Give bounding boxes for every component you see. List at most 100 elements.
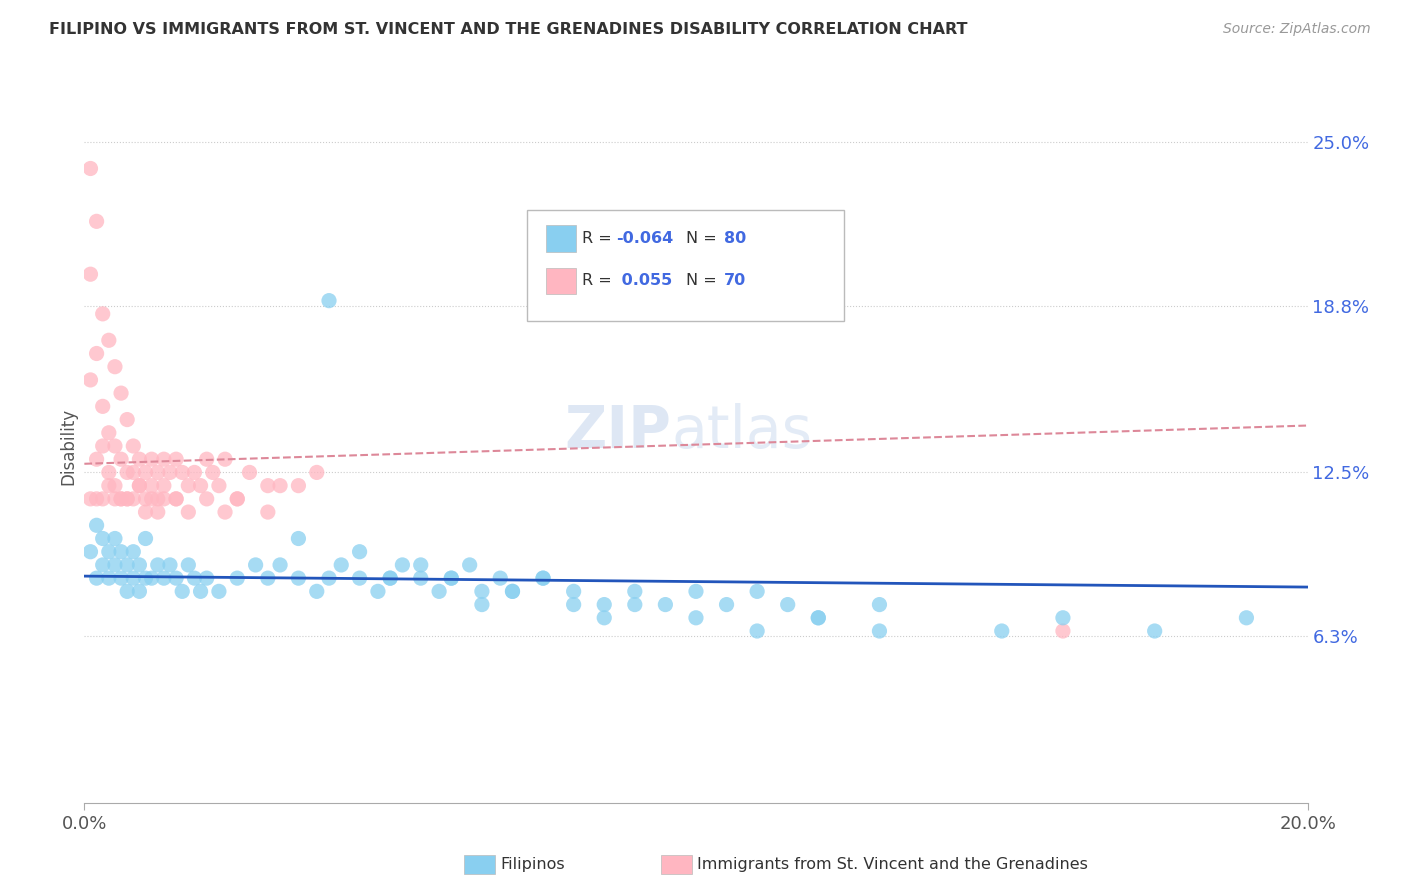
Point: [79, 373, 101, 387]
Point: [440, 571, 463, 585]
Point: [208, 584, 231, 599]
Point: [195, 571, 218, 585]
Text: Immigrants from St. Vincent and the Grenadines: Immigrants from St. Vincent and the Gren…: [697, 857, 1088, 871]
Point: [502, 584, 524, 599]
Text: ZIP: ZIP: [565, 403, 672, 460]
Point: [122, 491, 145, 506]
Point: [146, 505, 169, 519]
Point: [427, 584, 450, 599]
Point: [245, 558, 267, 572]
Point: [104, 491, 127, 506]
Point: [226, 491, 249, 506]
Point: [349, 545, 371, 559]
Point: [79, 491, 101, 506]
Point: [86, 452, 108, 467]
Point: [115, 491, 138, 506]
Point: [287, 478, 309, 492]
Point: [91, 558, 114, 572]
Point: [86, 518, 108, 533]
Point: [531, 571, 554, 585]
Point: [257, 571, 280, 585]
Point: [141, 491, 163, 506]
Point: [115, 584, 138, 599]
Text: 0.055: 0.055: [616, 274, 672, 288]
Point: [146, 558, 169, 572]
Point: [807, 611, 830, 625]
Point: [115, 466, 138, 480]
Point: [97, 466, 120, 480]
Point: [226, 491, 249, 506]
Point: [208, 478, 231, 492]
Point: [165, 571, 187, 585]
Point: [214, 452, 236, 467]
Point: [122, 466, 145, 480]
Point: [716, 598, 738, 612]
Point: [562, 584, 585, 599]
Point: [104, 359, 127, 374]
Point: [257, 478, 280, 492]
Point: [214, 505, 236, 519]
Point: [531, 571, 554, 585]
Point: [135, 466, 157, 480]
Point: [869, 624, 891, 638]
Point: [153, 478, 176, 492]
Text: atlas: atlas: [672, 403, 813, 460]
Point: [287, 571, 309, 585]
Point: [97, 333, 120, 347]
Point: [153, 571, 176, 585]
Point: [141, 452, 163, 467]
Point: [330, 558, 353, 572]
Point: [380, 571, 402, 585]
Point: [97, 545, 120, 559]
Y-axis label: Disability: Disability: [59, 408, 77, 484]
Point: [91, 400, 114, 414]
Point: [318, 293, 340, 308]
Point: [165, 491, 187, 506]
Point: [153, 452, 176, 467]
Point: [135, 571, 157, 585]
Point: [183, 571, 205, 585]
Text: R =: R =: [582, 274, 617, 288]
Point: [135, 491, 157, 506]
Point: [287, 532, 309, 546]
Point: [305, 584, 328, 599]
Point: [807, 611, 830, 625]
Text: Source: ZipAtlas.com: Source: ZipAtlas.com: [1223, 22, 1371, 37]
Point: [128, 558, 150, 572]
Point: [159, 466, 181, 480]
Text: N =: N =: [686, 231, 723, 245]
Point: [991, 624, 1014, 638]
Point: [128, 452, 150, 467]
Point: [183, 466, 205, 480]
Point: [593, 611, 616, 625]
Point: [190, 584, 212, 599]
Point: [201, 466, 224, 480]
Text: R =: R =: [582, 231, 617, 245]
Point: [153, 491, 176, 506]
Point: [110, 545, 132, 559]
Text: 70: 70: [724, 274, 747, 288]
Point: [91, 532, 114, 546]
Point: [104, 439, 127, 453]
Point: [104, 558, 127, 572]
Point: [747, 624, 769, 638]
Point: [79, 161, 101, 176]
Point: [195, 452, 218, 467]
Point: [458, 558, 481, 572]
Text: N =: N =: [686, 274, 723, 288]
Point: [122, 439, 145, 453]
Point: [135, 532, 157, 546]
Point: [269, 558, 291, 572]
Point: [471, 584, 494, 599]
Point: [86, 571, 108, 585]
Point: [349, 571, 371, 585]
Text: Filipinos: Filipinos: [501, 857, 565, 871]
Point: [172, 466, 194, 480]
Point: [165, 491, 187, 506]
Point: [159, 558, 181, 572]
Point: [104, 532, 127, 546]
Text: 80: 80: [724, 231, 747, 245]
Point: [110, 452, 132, 467]
Point: [869, 598, 891, 612]
Point: [562, 598, 585, 612]
